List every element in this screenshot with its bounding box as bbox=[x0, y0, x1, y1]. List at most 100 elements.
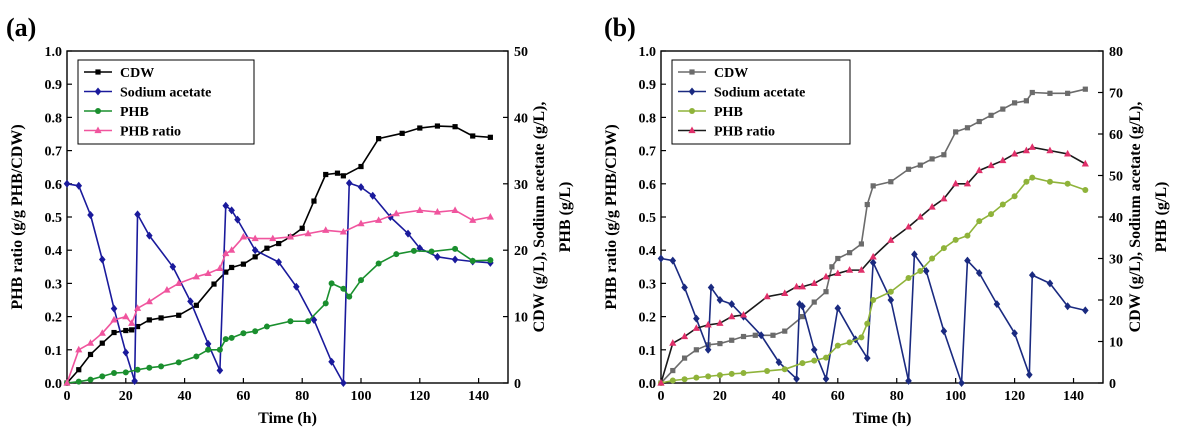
panel-b-series-phb-ratio-point-25 bbox=[975, 166, 983, 174]
panel-a-series-cdw-point-1 bbox=[76, 367, 82, 373]
panel-a-legend-cdw-label: CDW bbox=[120, 66, 154, 81]
panel-a-series-phb-ratio-point-22 bbox=[339, 227, 347, 235]
panel-b-series-phb-point-22 bbox=[940, 245, 947, 252]
panel-b-series-phb-ratio-point-29 bbox=[1022, 146, 1030, 154]
panel-b-series-phb-ratio-point-32 bbox=[1064, 149, 1072, 157]
panel-b-series-cdw-point-12 bbox=[811, 299, 817, 305]
panel-b-series-phb-ratio-point-1 bbox=[669, 339, 677, 346]
panel-b-series-cdw-point-19 bbox=[870, 183, 876, 189]
panel-a-series-sodium-acetate-point-23 bbox=[357, 183, 365, 192]
panel-b-series-cdw-point-32 bbox=[1029, 89, 1035, 96]
panel-a-y-right-tick-4: 40 bbox=[514, 111, 528, 126]
panel-a-series-sodium-acetate bbox=[63, 179, 494, 387]
panel-b-series-sodium-acetate-point-32 bbox=[1046, 279, 1054, 288]
panel-b-series-sodium-acetate-point-30 bbox=[1026, 370, 1033, 379]
panel-b-series-phb-point-6 bbox=[728, 370, 735, 377]
panel-b-series-cdw-point-10 bbox=[782, 328, 788, 334]
panel-b-series-phb-point-27 bbox=[999, 201, 1006, 208]
panel-a-series-cdw-point-9 bbox=[158, 315, 164, 321]
panel-a-series-phb-ratio-point-5 bbox=[122, 312, 130, 320]
panel-b-series-phb-point-20 bbox=[917, 267, 924, 274]
panel-a-series-phb-ratio-point-23 bbox=[357, 219, 365, 227]
panel-a-series-phb-point-25 bbox=[375, 260, 382, 267]
panel-b-y-right-tick-2: 20 bbox=[1109, 294, 1123, 309]
panel-a-series-phb-ratio-point-10 bbox=[175, 279, 183, 286]
panel-a-series-phb-ratio-point-20 bbox=[304, 229, 312, 237]
panel-b-y-left-tick-1: 0.1 bbox=[639, 344, 657, 359]
panel-a-series-sodium-acetate-point-15 bbox=[234, 215, 241, 224]
panel-b-series-cdw-point-30 bbox=[1012, 100, 1018, 106]
panel-a-series-phb-point-3 bbox=[99, 373, 106, 380]
panel-b-series-sodium-acetate-point-1 bbox=[669, 256, 677, 265]
panel-b-series-phb-ratio-point-2 bbox=[680, 332, 689, 340]
panel-a-series-sodium-acetate-point-14 bbox=[228, 206, 235, 215]
panel-b-y-left-tick-8: 0.8 bbox=[639, 111, 657, 126]
panel-b-series-sodium-acetate-point-14 bbox=[810, 345, 818, 354]
panel-b-series-phb-ratio-point-20 bbox=[916, 213, 924, 220]
panel-a-series-phb bbox=[64, 245, 494, 386]
panel-b-series-cdw-point-33 bbox=[1047, 90, 1053, 96]
panel-b-series-cdw-point-6 bbox=[729, 337, 735, 343]
panel-a-series-phb-ratio-point-9 bbox=[163, 286, 171, 293]
panel-b-series-sodium-acetate-point-6 bbox=[716, 296, 724, 304]
panel-b-series-phb-ratio bbox=[657, 143, 1089, 386]
panel-b-series-phb-point-11 bbox=[811, 357, 818, 364]
panel-b-series-cdw-point-1 bbox=[670, 367, 676, 374]
panel-b-series-phb-ratio-point-28 bbox=[1011, 149, 1019, 157]
panel-a-series-phb-line bbox=[66, 248, 491, 384]
panel-b-x-axis-title: Time (h) bbox=[853, 410, 912, 427]
panel-a-series-phb-ratio-point-29 bbox=[469, 216, 477, 223]
panel-a-series-phb-point-5 bbox=[122, 369, 129, 376]
panel-b-series-phb-point-9 bbox=[781, 366, 788, 373]
panel-b-y-right-tick-6: 60 bbox=[1109, 128, 1123, 143]
panel-b-series-phb-ratio-point-0 bbox=[657, 379, 665, 386]
panel-b-series-sodium-acetate-point-3 bbox=[693, 314, 700, 323]
panel-a-series-phb-ratio-point-4 bbox=[110, 315, 118, 323]
panel-b-x-tick-0: 0 bbox=[658, 389, 665, 404]
panel-a-series-phb-point-9 bbox=[175, 359, 182, 366]
panel-b-x-tick-1: 20 bbox=[713, 389, 727, 404]
panel-b-y-left-tick-9: 0.9 bbox=[639, 78, 657, 93]
panel-b-series-cdw-point-3 bbox=[693, 347, 699, 353]
panel-b-series-phb-ratio-point-6 bbox=[728, 312, 736, 320]
panel-a-series-sodium-acetate-point-12 bbox=[216, 366, 224, 375]
panel-a-x-tick-0: 0 bbox=[64, 389, 71, 404]
panel-a-y-right-tick-1: 10 bbox=[514, 311, 528, 326]
panel-b-series-phb-point-13 bbox=[834, 342, 841, 349]
panel-a-legend-sodium-acetate-swatch-marker-point-0 bbox=[94, 87, 102, 96]
panel-b-series-cdw-point-25 bbox=[953, 129, 959, 135]
panel-b-legend-sodium-acetate-label: Sodium acetate bbox=[714, 86, 805, 101]
panel-b-y-left-tick-4: 0.4 bbox=[639, 244, 657, 259]
panel-b-series-phb-point-21 bbox=[929, 255, 936, 262]
panel-a-series-phb-ratio-point-2 bbox=[86, 339, 95, 346]
panel-b-series-cdw-point-26 bbox=[964, 125, 971, 131]
panel-a-legend-phb-ratio-label: PHB ratio bbox=[120, 125, 181, 140]
panel-a-series-sodium-acetate-point-9 bbox=[169, 262, 177, 271]
panel-b-series-sodium-acetate-point-10 bbox=[775, 358, 783, 367]
panel-a-series-phb-ratio-point-27 bbox=[433, 208, 442, 215]
panel-a-series-phb-ratio-point-26 bbox=[416, 206, 424, 213]
panel-b-series-cdw-point-18 bbox=[864, 201, 870, 208]
panel-b-y-right-tick-0: 0 bbox=[1109, 377, 1116, 392]
panel-b-series-cdw-point-35 bbox=[1082, 86, 1088, 92]
panel-b-series-phb-ratio-point-31 bbox=[1046, 146, 1054, 154]
panel-a-y-right-tick-2: 20 bbox=[514, 244, 528, 259]
panel-a-y-right-tick-3: 30 bbox=[514, 178, 528, 193]
panel-a-series-phb-ratio-point-17 bbox=[251, 234, 259, 242]
panel-a-series-sodium-acetate-point-22 bbox=[345, 179, 353, 188]
panel-a-legend: CDW Sodium acetate PHB PHB ratio bbox=[77, 59, 255, 145]
panel-a-series-cdw-point-2 bbox=[87, 351, 94, 358]
panel-b-series-cdw-point-27 bbox=[976, 118, 982, 125]
panel-a-series-phb-ratio-point-11 bbox=[192, 272, 200, 280]
panel-a-series-cdw-point-8 bbox=[146, 317, 152, 323]
panel-a-series-cdw-point-3 bbox=[99, 340, 105, 346]
panel-b-y-right-tick-5: 50 bbox=[1109, 170, 1123, 185]
panel-a-y-left-tick-9: 0.9 bbox=[45, 78, 63, 93]
panel-b-y-right-axis-title-line-1: CDW (g/L), Sodium acetate (g/L), bbox=[1127, 102, 1144, 333]
panel-a-series-phb-point-10 bbox=[193, 353, 200, 360]
panel-a-series-phb-point-1 bbox=[75, 378, 82, 385]
panel-b-series-sodium-acetate-point-22 bbox=[911, 250, 918, 259]
panel-b-x-tick-3: 60 bbox=[831, 389, 845, 404]
panel-b-series-phb bbox=[658, 174, 1089, 386]
panel-a-series-cdw-point-12 bbox=[211, 281, 217, 287]
